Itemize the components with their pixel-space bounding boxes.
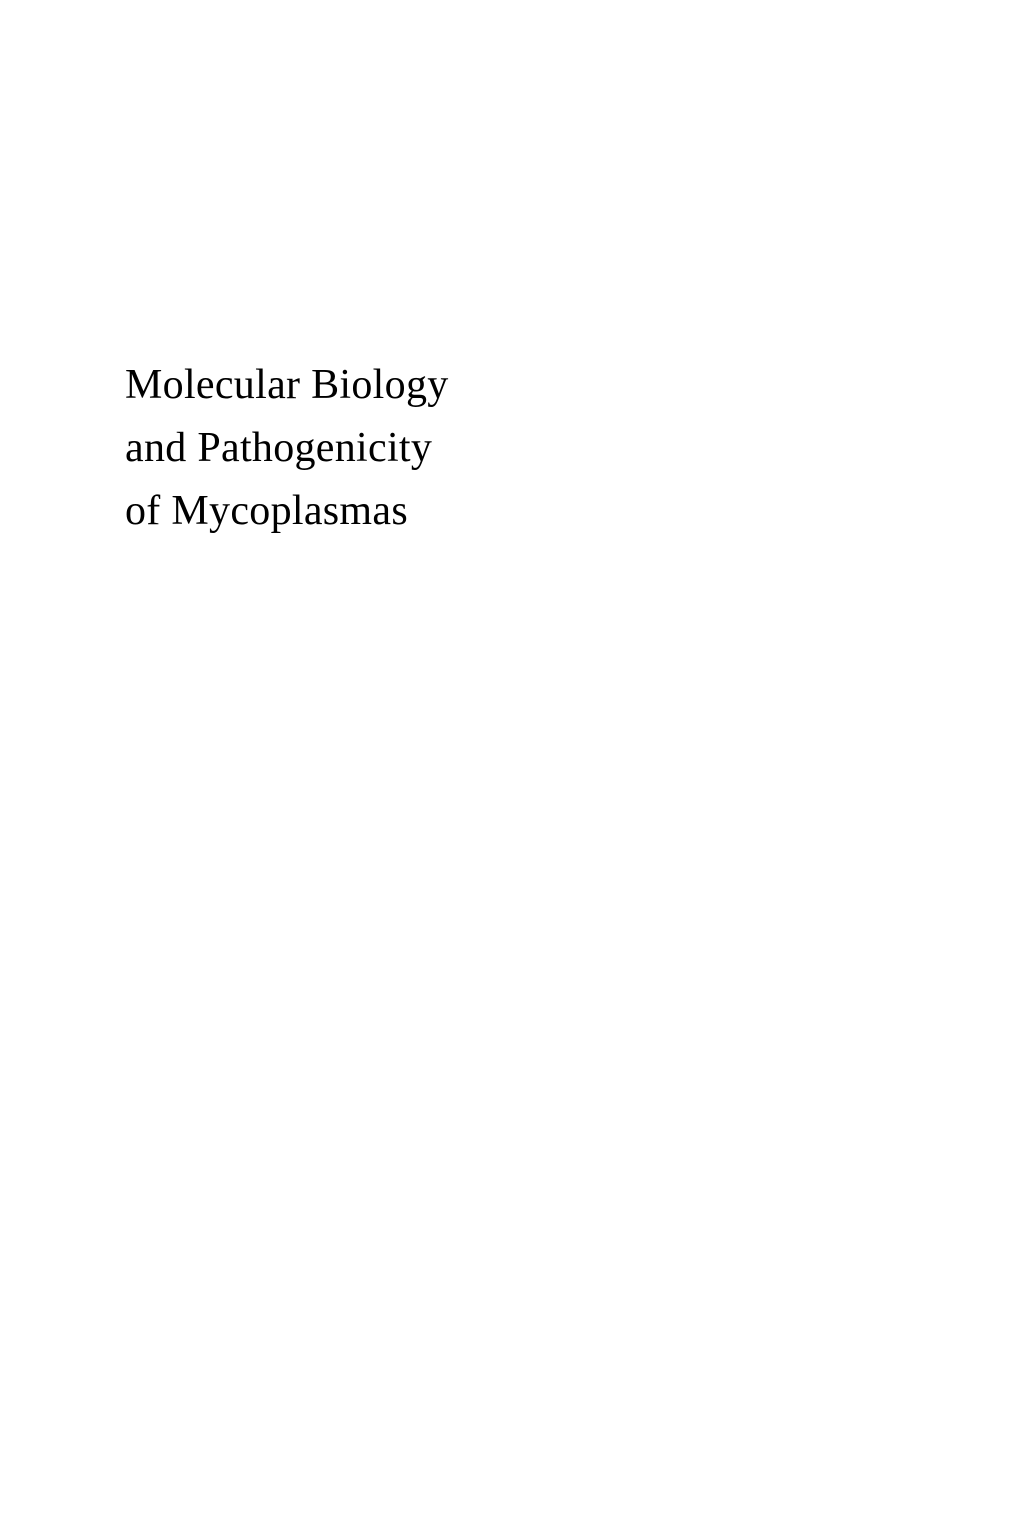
title-line-1: Molecular Biology bbox=[125, 354, 449, 417]
title-line-2: and Pathogenicity bbox=[125, 417, 449, 480]
book-title: Molecular Biology and Pathogenicity of M… bbox=[125, 354, 449, 543]
title-line-3: of Mycoplasmas bbox=[125, 480, 449, 543]
